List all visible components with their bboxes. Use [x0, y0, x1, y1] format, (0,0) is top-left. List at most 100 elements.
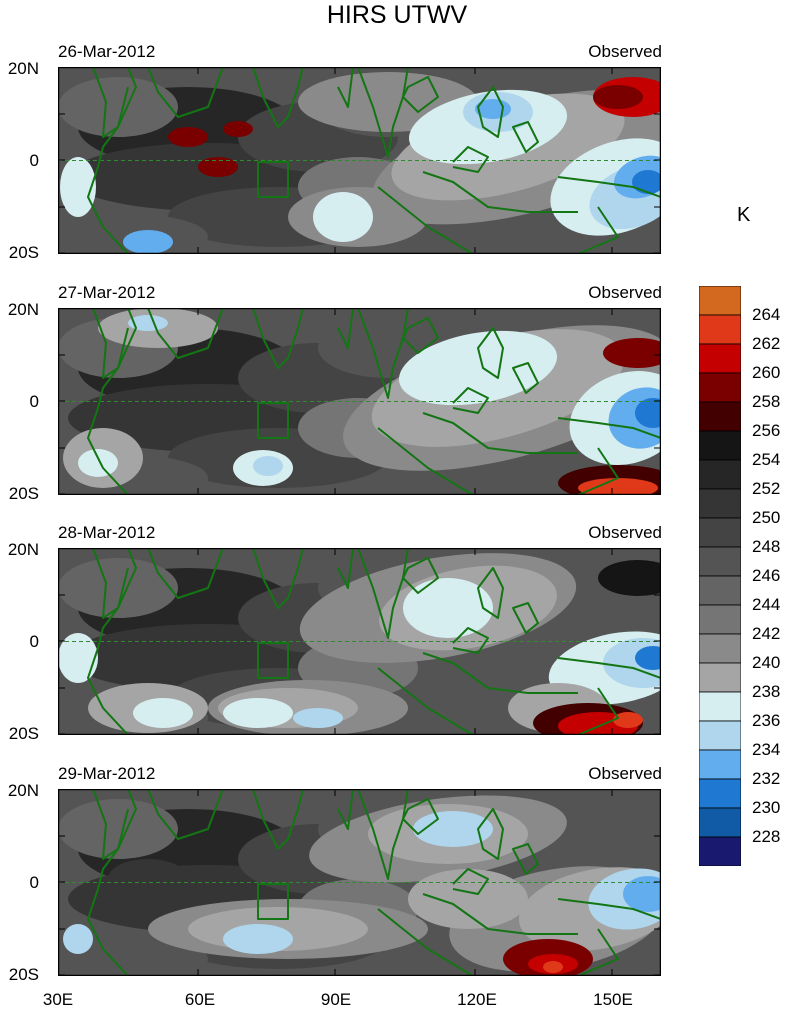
- dry-core: [598, 560, 661, 596]
- lat-label-south: 20S: [8, 484, 39, 503]
- coastline: [252, 548, 304, 609]
- map-frame: [58, 548, 661, 735]
- lon-label: 120E: [457, 990, 497, 1009]
- colorbar-swatch: [699, 691, 741, 722]
- colorbar-units: K: [737, 204, 751, 226]
- colorbar-tick-label: 252: [752, 479, 781, 498]
- coastline: [402, 557, 439, 594]
- coastline: [422, 893, 578, 935]
- coastline: [92, 548, 137, 619]
- colorbar-swatch: [699, 517, 741, 548]
- contour-blob: [58, 558, 178, 618]
- colorbar-tick-label: 230: [752, 798, 781, 817]
- coastline: [252, 789, 304, 850]
- contour-blob: [403, 578, 493, 638]
- coastline: [257, 883, 289, 920]
- lat-label-equator: 0: [29, 151, 39, 170]
- coastline: [477, 808, 504, 860]
- coastline: [87, 808, 129, 976]
- colorbar-swatch: [699, 662, 741, 693]
- coastline: [357, 548, 409, 639]
- contour-blob: [78, 449, 118, 477]
- coastline: [337, 789, 354, 830]
- coastline: [377, 186, 475, 254]
- colorbar-tick-label: 238: [752, 682, 781, 701]
- contour-blob: [133, 698, 193, 728]
- lat-label-south: 20S: [8, 243, 39, 262]
- contour-blob: [58, 799, 178, 859]
- panel-label: Observed: [588, 42, 662, 61]
- colorbar-tick-label: 254: [752, 450, 781, 469]
- panel-date: 26-Mar-2012: [58, 42, 156, 61]
- coastline: [92, 789, 137, 860]
- coastline: [452, 868, 489, 895]
- coastline: [147, 548, 224, 599]
- colorbar-tick-label: 240: [752, 653, 781, 672]
- coastline: [477, 567, 504, 619]
- lat-label-north: 20N: [7, 300, 39, 319]
- map-panel: [58, 548, 661, 735]
- panel-label: Observed: [588, 764, 662, 783]
- panel-label: Observed: [588, 523, 662, 542]
- lat-label-equator: 0: [29, 632, 39, 651]
- coastline: [377, 667, 475, 735]
- colorbar-swatch: [699, 314, 741, 345]
- dry-core: [593, 85, 643, 109]
- panel-date: 29-Mar-2012: [58, 764, 156, 783]
- contour-blob: [408, 869, 528, 929]
- coastline: [477, 327, 504, 379]
- contour-blob: [123, 230, 173, 254]
- map-frame: [58, 67, 661, 254]
- coastline: [452, 146, 489, 173]
- lat-label-north: 20N: [7, 59, 39, 78]
- coastline: [92, 67, 137, 138]
- coastline: [377, 908, 475, 976]
- coastline: [557, 898, 661, 920]
- map-frame: [58, 308, 661, 495]
- coastline: [422, 652, 578, 694]
- colorbar-swatch: [699, 372, 741, 403]
- colorbar-swatch: [699, 720, 741, 751]
- colorbar-tick-label: 234: [752, 740, 781, 759]
- colorbar-tick-label: 246: [752, 566, 781, 585]
- colorbar-swatch: [699, 633, 741, 664]
- dry-core: [223, 121, 253, 137]
- coastline: [422, 412, 578, 454]
- colorbar-swatch: [699, 430, 741, 461]
- coastline: [402, 76, 439, 113]
- coastline: [512, 843, 539, 875]
- contour-blob: [632, 170, 661, 194]
- colorbar-tick-label: 250: [752, 508, 781, 527]
- colorbar-swatch: [699, 575, 741, 606]
- map-frame: [58, 789, 661, 976]
- lon-label: 60E: [184, 990, 216, 1009]
- contour-blob: [108, 859, 188, 899]
- coastline: [147, 308, 224, 359]
- dry-core: [603, 338, 661, 368]
- dry-core: [168, 127, 208, 147]
- contour-blob: [398, 330, 558, 406]
- contour-blob: [635, 646, 661, 670]
- contour-blob: [293, 708, 343, 728]
- map-panel: [58, 308, 661, 495]
- colorbar-tick-label: 242: [752, 624, 781, 643]
- coastline: [512, 362, 539, 394]
- coastline: [147, 789, 224, 840]
- lon-label: 90E: [320, 990, 352, 1009]
- coastline: [147, 67, 224, 118]
- coastline: [422, 171, 578, 213]
- lat-label-north: 20N: [7, 540, 39, 559]
- contour-blob: [623, 876, 661, 912]
- coastline: [577, 928, 619, 976]
- panel-label: Observed: [588, 283, 662, 302]
- coastline: [257, 402, 289, 439]
- coastline: [337, 308, 354, 349]
- coastline: [577, 687, 619, 735]
- map-panel: [58, 67, 661, 254]
- coastline: [87, 567, 129, 735]
- colorbar-swatch: [699, 286, 741, 316]
- lat-label-south: 20S: [8, 965, 39, 984]
- coastline: [452, 627, 489, 654]
- contour-blob: [63, 924, 93, 954]
- coastline: [252, 67, 304, 128]
